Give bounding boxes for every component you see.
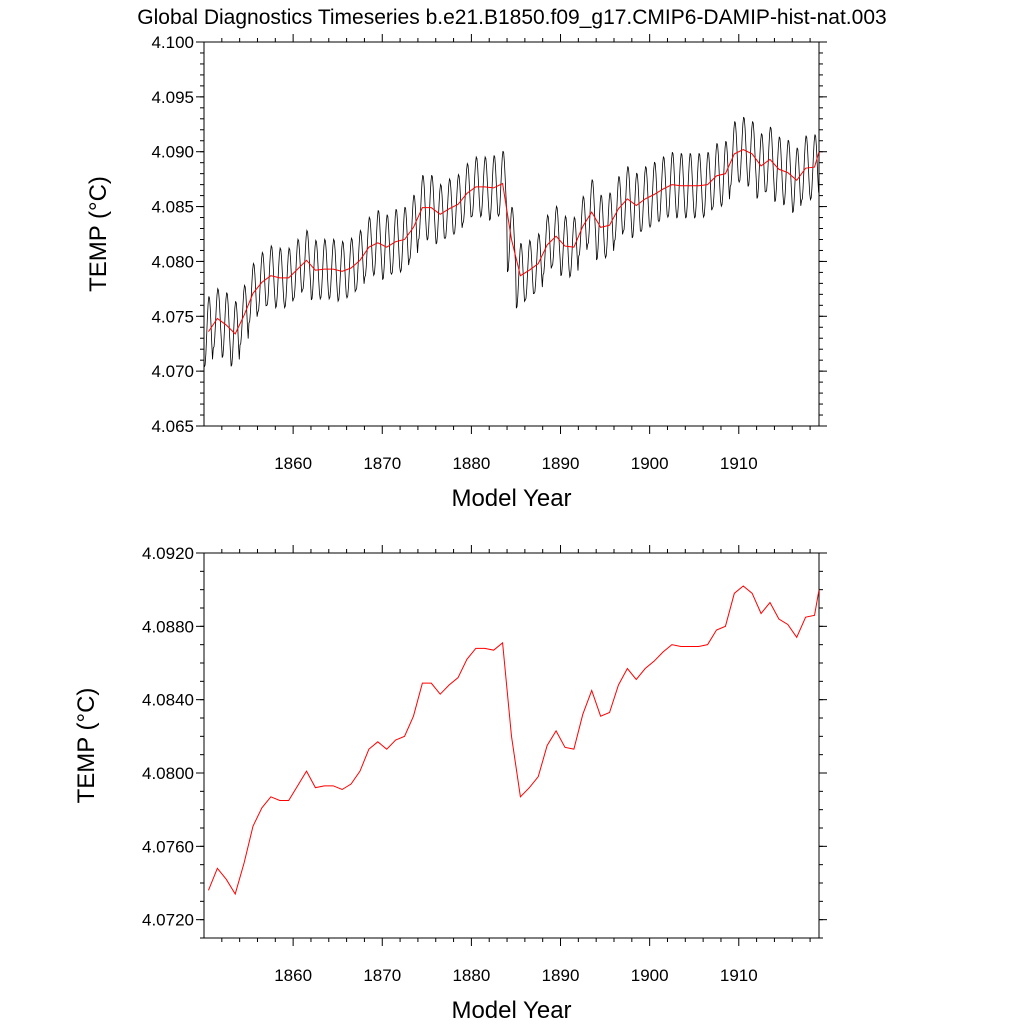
figure-title: Global Diagnostics Timeseries b.e21.B185…	[137, 6, 886, 29]
y-tick-label: 4.0920	[142, 544, 194, 563]
y-tick-label: 4.0840	[142, 691, 194, 710]
y-tick-label: 4.070	[151, 362, 194, 381]
y-tick-label: 4.0800	[142, 764, 194, 783]
y-tick-label: 4.075	[151, 307, 194, 326]
top-x-axis-label: Model Year	[451, 485, 571, 512]
y-tick-label: 4.090	[151, 143, 194, 162]
x-tick-label: 1910	[720, 454, 758, 473]
top-plot-area: 1860 1870 1880 1890 1900 1910 4.065 4.070 4.075 4…	[151, 33, 827, 473]
bottom-plot-area: 1860 1870 1880 1890 1900 1910 4.0720 4.0760 4.08…	[142, 544, 827, 985]
y-tick-label: 4.065	[151, 417, 194, 436]
bottom-panel-annual-timeseries: 1860 1870 1880 1890 1900 1910 4.0720 4.0760 4.08…	[73, 544, 827, 1024]
y-tick-label: 4.0760	[142, 837, 194, 856]
plot-frame	[203, 552, 820, 939]
y-tick-label: 4.080	[151, 252, 194, 271]
x-tick-label: 1890	[542, 454, 580, 473]
top-y-axis-label: TEMP (°C)	[85, 176, 112, 292]
x-tick-label: 1900	[631, 454, 669, 473]
plot-frame	[203, 41, 820, 427]
bottom-y-axis-label: TEMP (°C)	[73, 688, 100, 804]
y-tick-label: 4.095	[151, 88, 194, 107]
x-tick-label: 1870	[363, 966, 401, 985]
x-tick-label: 1860	[274, 454, 312, 473]
bottom-x-axis-label: Model Year	[451, 997, 571, 1024]
x-tick-label: 1860	[274, 966, 312, 985]
y-tick-label: 4.0880	[142, 617, 194, 636]
x-tick-label: 1900	[631, 966, 669, 985]
x-tick-label: 1890	[542, 966, 580, 985]
y-tick-label: 4.100	[151, 33, 194, 52]
annual-mean-series-line	[207, 585, 819, 896]
x-tick-label: 1880	[452, 454, 490, 473]
top-panel-monthly-timeseries: 1860 1870 1880 1890 1900 1910 4.065 4.070 4.075 4…	[85, 33, 827, 512]
annual-mean-series-line	[208, 148, 819, 335]
x-tick-label: 1880	[452, 966, 490, 985]
y-tick-label: 4.085	[151, 198, 194, 217]
x-tick-label: 1870	[363, 454, 401, 473]
monthly-series-line	[204, 116, 819, 368]
x-tick-label: 1910	[720, 966, 758, 985]
y-tick-label: 4.0720	[142, 911, 194, 930]
